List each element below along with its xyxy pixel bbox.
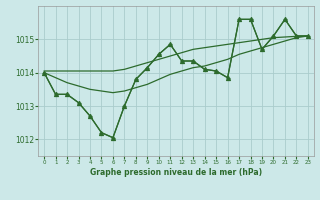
X-axis label: Graphe pression niveau de la mer (hPa): Graphe pression niveau de la mer (hPa) bbox=[90, 168, 262, 177]
